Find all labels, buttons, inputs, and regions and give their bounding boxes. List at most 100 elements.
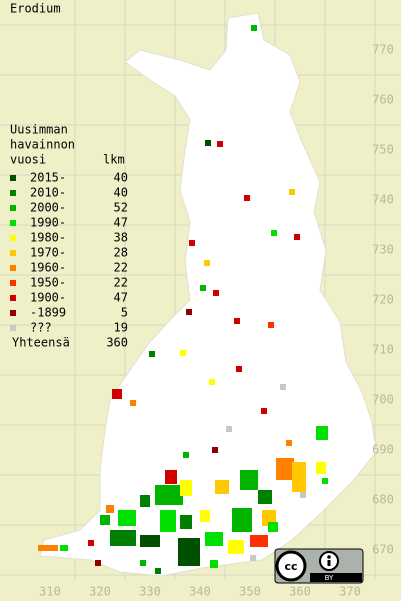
x-axis-label: 370 xyxy=(339,585,361,599)
observation xyxy=(178,538,200,566)
legend-heading: Uusimman xyxy=(10,123,68,137)
legend-count: 22 xyxy=(114,261,128,275)
observation xyxy=(236,366,242,372)
observation xyxy=(316,462,326,474)
observation xyxy=(294,234,300,240)
legend-label: 1950- xyxy=(30,276,66,290)
legend-label: 2015- xyxy=(30,171,66,185)
observation xyxy=(322,478,328,484)
y-axis-label: 670 xyxy=(372,543,394,557)
observation xyxy=(100,515,110,525)
observation xyxy=(240,470,258,490)
observation xyxy=(110,530,136,546)
observation xyxy=(160,510,176,532)
y-axis-label: 700 xyxy=(372,393,394,407)
legend-label: 1990- xyxy=(30,216,66,230)
observation xyxy=(189,240,195,246)
observation xyxy=(261,408,267,414)
observation xyxy=(232,508,252,532)
x-axis-label: 360 xyxy=(289,585,311,599)
observation xyxy=(292,462,306,492)
legend-heading: vuosi xyxy=(10,153,46,167)
y-axis-label: 750 xyxy=(372,143,394,157)
legend-swatch xyxy=(10,190,16,196)
observation xyxy=(180,350,186,356)
legend-label: 1980- xyxy=(30,231,66,245)
legend-label: ??? xyxy=(30,321,52,335)
legend-label: 1960- xyxy=(30,261,66,275)
x-axis-label: 350 xyxy=(239,585,261,599)
observation xyxy=(180,480,192,496)
observation xyxy=(155,485,183,505)
observation xyxy=(210,560,218,568)
observation xyxy=(244,195,250,201)
y-axis-label: 740 xyxy=(372,193,394,207)
legend-count-heading: lkm xyxy=(103,153,125,167)
observation xyxy=(250,535,268,547)
observation xyxy=(180,515,192,529)
observation xyxy=(88,540,94,546)
x-axis-label: 310 xyxy=(39,585,61,599)
observation xyxy=(268,322,274,328)
legend-swatch xyxy=(10,325,16,331)
observation xyxy=(200,285,206,291)
observation xyxy=(118,510,136,526)
y-axis-label: 730 xyxy=(372,243,394,257)
legend-total-label: Yhteensä xyxy=(12,336,70,350)
observation xyxy=(38,545,58,551)
legend-label: 2000- xyxy=(30,201,66,215)
legend-label: -1899 xyxy=(30,306,66,320)
observation xyxy=(140,560,146,566)
svg-text:cc: cc xyxy=(284,560,297,573)
observation xyxy=(234,318,240,324)
legend-swatch xyxy=(10,280,16,286)
observation xyxy=(205,532,223,546)
observation xyxy=(276,458,294,480)
legend-swatch xyxy=(10,250,16,256)
legend-label: 1900- xyxy=(30,291,66,305)
observation xyxy=(228,540,244,554)
axis-labels: 310 320 330 340 350 360 370 670 680 690 700 710 720 7… xyxy=(39,43,394,599)
observation xyxy=(165,470,177,484)
observation xyxy=(204,260,210,266)
map-title: Erodium xyxy=(10,2,61,16)
observation xyxy=(209,379,215,385)
legend-count: 52 xyxy=(114,201,128,215)
legend-total: 360 xyxy=(106,336,128,350)
legend-swatch xyxy=(10,295,16,301)
legend-count: 47 xyxy=(114,216,128,230)
observation xyxy=(112,389,122,399)
observation xyxy=(300,492,306,498)
x-axis-label: 320 xyxy=(89,585,111,599)
observation xyxy=(60,545,68,551)
legend-count: 40 xyxy=(114,171,128,185)
legend-heading: havainnon xyxy=(10,138,75,152)
y-axis-label: 690 xyxy=(372,443,394,457)
legend-count: 22 xyxy=(114,276,128,290)
observation xyxy=(130,400,136,406)
y-axis-label: 720 xyxy=(372,293,394,307)
legend-swatch xyxy=(10,235,16,241)
legend-count: 5 xyxy=(121,306,128,320)
observation xyxy=(186,309,192,315)
observation xyxy=(212,447,218,453)
legend-count: 40 xyxy=(114,186,128,200)
observation xyxy=(250,555,256,561)
observation xyxy=(226,426,232,432)
legend-label: 1970- xyxy=(30,246,66,260)
legend-count: 28 xyxy=(114,246,128,260)
observation xyxy=(215,480,229,494)
observation xyxy=(149,351,155,357)
observation xyxy=(106,505,114,513)
legend-swatch xyxy=(10,265,16,271)
legend-swatch xyxy=(10,220,16,226)
legend-count: 19 xyxy=(114,321,128,335)
finland-outline xyxy=(39,12,377,577)
legend-swatch xyxy=(10,205,16,211)
observation xyxy=(268,522,278,532)
license-label: BY xyxy=(325,574,334,582)
license-badge: cc BY xyxy=(274,548,364,584)
legend-label: 2010- xyxy=(30,186,66,200)
